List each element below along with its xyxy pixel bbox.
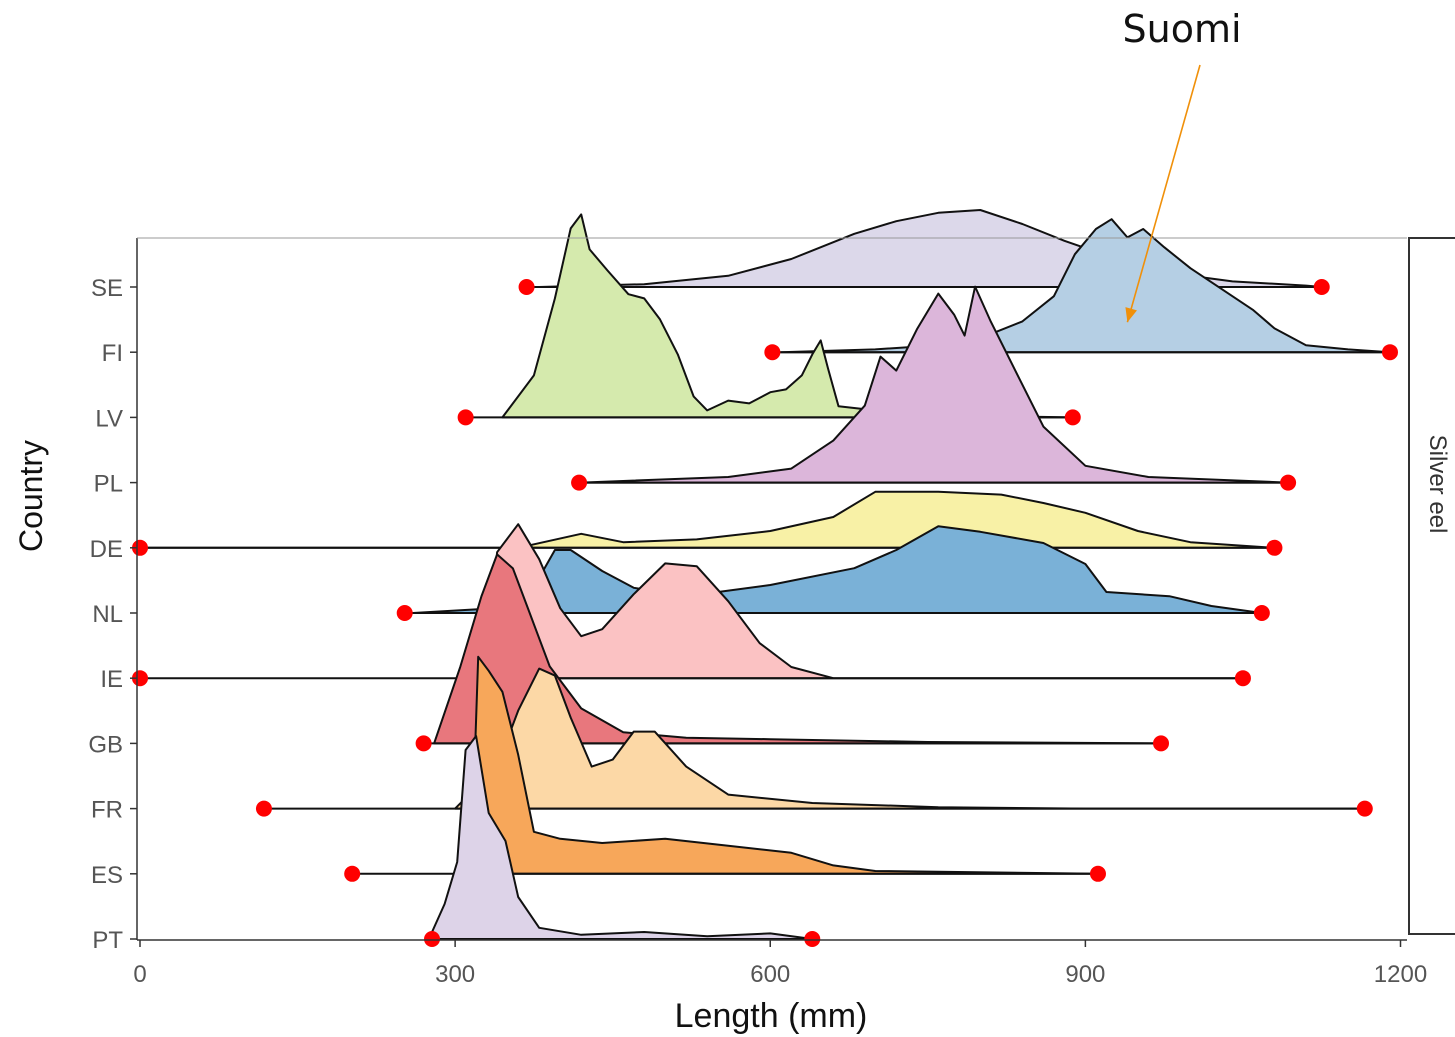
- y-tick-label-pl: PL: [94, 471, 123, 498]
- max-point-fi: [1382, 344, 1398, 361]
- y-tick-label-es: ES: [91, 862, 123, 889]
- annotation-label: Suomi: [1122, 7, 1241, 51]
- min-point-se: [518, 279, 535, 295]
- ridge-ie: [132, 523, 1251, 687]
- ridge-de: [132, 490, 1283, 556]
- annotation-arrow-head: [1125, 307, 1137, 323]
- min-point-nl: [396, 605, 413, 621]
- y-tick-label-gb: GB: [88, 731, 123, 758]
- y-tick-label-ie: IE: [100, 666, 123, 693]
- min-point-gb: [415, 735, 432, 752]
- max-point-fr: [1356, 800, 1373, 817]
- x-tick-label: 300: [435, 961, 475, 988]
- y-tick-label-de: DE: [90, 536, 123, 563]
- plot-area: [132, 209, 1398, 947]
- density-area-pt: [427, 735, 814, 940]
- min-point-pt: [424, 931, 441, 947]
- ridge-pl: [571, 285, 1297, 491]
- density-area-se: [538, 209, 1323, 288]
- y-axis-ticks: SE FI LV PL DE NL IE GB FR ES PT: [88, 275, 137, 954]
- density-area-de: [139, 490, 1276, 549]
- density-area-ie: [485, 523, 1244, 680]
- min-point-fr: [255, 800, 272, 817]
- x-axis-ticks: 0 300 600 900 1200: [133, 940, 1427, 988]
- y-tick-label-se: SE: [91, 275, 123, 302]
- max-point-lv: [1064, 409, 1081, 426]
- x-tick-label: 600: [750, 961, 790, 988]
- y-tick-label-nl: NL: [92, 601, 123, 628]
- max-point-gb: [1153, 735, 1170, 752]
- min-point-de: [132, 539, 148, 556]
- max-point-se: [1313, 279, 1330, 295]
- max-point-ie: [1234, 670, 1251, 687]
- min-point-ie: [132, 670, 148, 687]
- density-area-es: [469, 655, 1099, 875]
- density-area-pl: [580, 285, 1290, 484]
- x-axis-label: Length (mm): [675, 997, 868, 1035]
- y-tick-label-lv: LV: [95, 405, 123, 432]
- min-point-lv: [457, 409, 474, 426]
- max-point-es: [1089, 865, 1106, 882]
- min-point-fi: [764, 344, 781, 361]
- max-point-nl: [1253, 605, 1270, 621]
- density-area-nl: [412, 525, 1263, 614]
- y-tick-label-fi: FI: [102, 340, 123, 367]
- max-point-pl: [1280, 474, 1297, 491]
- x-tick-label: 1200: [1374, 961, 1427, 988]
- max-point-de: [1266, 539, 1283, 556]
- y-axis-label: Country: [13, 440, 49, 552]
- x-tick-label: 900: [1065, 961, 1105, 988]
- facet-label: Silver eel: [1424, 435, 1451, 534]
- max-point-pt: [804, 931, 821, 947]
- y-tick-label-fr: FR: [91, 797, 123, 824]
- facet-strip: [1408, 237, 1455, 935]
- ridge-pt: [424, 735, 821, 947]
- y-tick-label-pt: PT: [92, 927, 123, 954]
- annotation-arrow: [1126, 64, 1201, 323]
- min-point-es: [344, 865, 361, 882]
- min-point-pl: [571, 474, 588, 491]
- x-tick-label: 0: [133, 961, 146, 988]
- ridge-fr: [255, 667, 1373, 817]
